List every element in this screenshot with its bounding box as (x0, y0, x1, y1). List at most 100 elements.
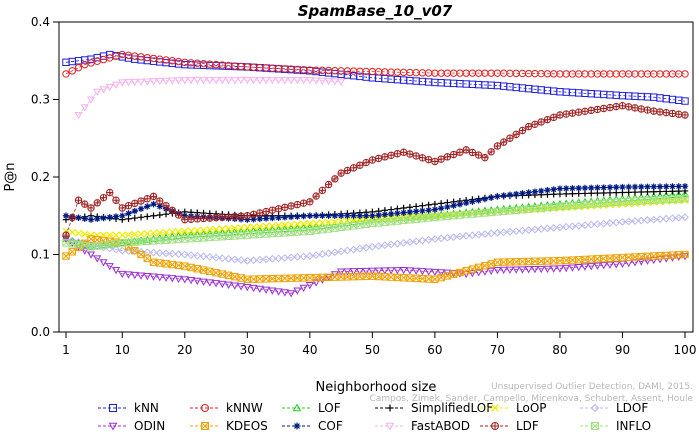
data-point (99, 240, 108, 249)
data-point (112, 231, 120, 239)
data-point (155, 274, 164, 282)
data-point (600, 104, 608, 113)
data-point (656, 215, 664, 224)
data-point (156, 197, 164, 205)
data-point (493, 228, 502, 237)
data-point (199, 226, 208, 234)
data-point (312, 279, 321, 287)
data-point (162, 228, 170, 237)
data-point (137, 230, 145, 238)
data-point (493, 266, 502, 275)
data-point (237, 274, 245, 282)
data-point (337, 223, 345, 232)
data-point (299, 220, 308, 228)
y-tick-label: 0.4 (31, 15, 50, 29)
data-point (494, 193, 501, 200)
data-point (187, 227, 195, 235)
data-point (193, 215, 202, 223)
data-point (93, 255, 102, 263)
data-point (137, 214, 145, 221)
data-point (343, 246, 352, 255)
data-point (625, 103, 633, 111)
data-point (149, 273, 158, 281)
data-point (650, 107, 658, 115)
data-point (218, 254, 227, 263)
data-point (105, 84, 114, 92)
data-point (337, 247, 346, 256)
data-point (256, 222, 264, 231)
data-point (137, 205, 145, 212)
data-point (199, 214, 208, 223)
data-point (280, 224, 289, 232)
data-point (362, 212, 370, 219)
data-point (581, 190, 589, 197)
data-point (631, 217, 639, 225)
y-axis: 0.0 0.1 0.2 0.3 0.4 (31, 15, 59, 339)
data-point (569, 185, 576, 192)
data-point (231, 212, 239, 221)
data-point (150, 200, 157, 208)
series-layer (61, 50, 690, 298)
data-point (644, 183, 651, 190)
data-point (681, 213, 689, 222)
data-point (280, 254, 289, 262)
data-point (255, 226, 264, 234)
data-point (99, 193, 108, 202)
data-point (668, 109, 677, 118)
data-point (344, 212, 351, 219)
data-point (418, 154, 427, 162)
data-point (374, 154, 383, 163)
data-point (512, 227, 521, 236)
data-point (555, 265, 564, 273)
data-point (143, 272, 152, 281)
data-point (287, 290, 296, 298)
data-point (343, 166, 352, 175)
data-point (149, 192, 158, 201)
data-point (181, 227, 189, 235)
data-point (593, 105, 602, 114)
data-point (280, 289, 289, 297)
data-point (81, 230, 89, 238)
data-point (187, 277, 196, 285)
data-point (62, 212, 70, 219)
data-point (650, 183, 657, 190)
data-point (262, 286, 271, 294)
data-point (669, 183, 676, 190)
data-point (487, 267, 496, 276)
data-point (212, 233, 220, 241)
data-point (293, 220, 301, 228)
data-point (493, 258, 502, 266)
data-point (149, 229, 158, 237)
data-point (362, 220, 370, 228)
data-point (656, 183, 664, 190)
data-point (168, 206, 176, 215)
series-ldf (62, 102, 689, 239)
data-point (156, 203, 163, 210)
data-point (668, 214, 677, 223)
data-point (93, 88, 102, 96)
data-point (156, 229, 164, 237)
data-point (680, 189, 690, 198)
data-point (193, 230, 202, 238)
data-point (431, 275, 439, 284)
data-point (406, 274, 414, 282)
data-point (330, 248, 339, 257)
data-point (537, 118, 545, 126)
data-point (287, 253, 295, 262)
data-point (562, 222, 571, 231)
data-point (143, 78, 152, 86)
data-point (193, 251, 202, 260)
data-point (287, 228, 295, 237)
data-point (68, 248, 76, 256)
data-point (111, 266, 121, 275)
data-point (387, 210, 395, 218)
series-fastabod (74, 77, 346, 120)
data-point (249, 256, 258, 265)
data-point (606, 103, 614, 112)
data-point (144, 203, 151, 210)
data-point (512, 190, 520, 198)
data-point (137, 197, 145, 205)
data-point (543, 257, 552, 265)
data-point (106, 214, 113, 221)
data-point (418, 236, 427, 245)
